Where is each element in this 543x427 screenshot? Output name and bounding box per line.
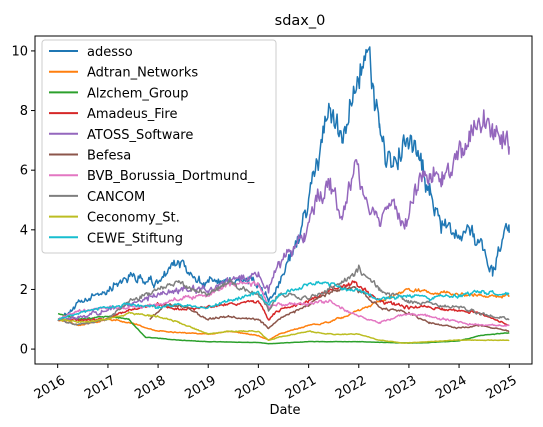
legend-label: Alzchem_Group (87, 86, 188, 101)
x-tick-label: 2024 (433, 373, 469, 403)
y-tick-label: 2 (20, 283, 28, 298)
y-tick-label: 8 (20, 104, 28, 119)
series-line (57, 109, 510, 321)
x-tick-label: 2021 (283, 373, 319, 403)
y-tick-label: 10 (11, 44, 28, 59)
y-tick-label: 6 (20, 164, 28, 179)
x-tick-label: 2018 (132, 373, 168, 403)
legend-label: Ceconomy_St. (87, 211, 180, 226)
legend-label: Amadeus_Fire (87, 107, 178, 122)
series-line (57, 46, 510, 322)
plot-frame (34, 35, 533, 365)
series-line (149, 285, 510, 333)
series-line (57, 312, 510, 345)
series-line (57, 280, 510, 327)
series-line (57, 311, 510, 344)
x-tick-label: 2020 (233, 373, 269, 403)
x-tick-label: 2023 (383, 373, 419, 403)
x-tick-label: 2025 (484, 373, 520, 403)
legend-label: Befesa (87, 149, 131, 164)
y-tick-label: 4 (20, 223, 28, 238)
series-line (57, 280, 510, 327)
x-tick-label: 2019 (182, 373, 218, 403)
chart-title: sdax_0 (275, 13, 326, 29)
legend-label: Adtran_Networks (87, 66, 198, 81)
series-lines (57, 46, 510, 345)
legend-label: ATOSS_Software (87, 128, 193, 143)
legend: adesso Adtran_Networks Alzchem_Group Amadeu… (41, 39, 277, 254)
y-tick-label: 0 (20, 343, 28, 358)
legend-label: adesso (87, 45, 133, 60)
x-tick-label: 2022 (333, 373, 369, 403)
x-tick-label: 2017 (82, 373, 118, 403)
legend-frame (41, 39, 277, 254)
x-axis-label: Date (269, 403, 300, 418)
legend-label: CEWE_Stiftung (87, 231, 183, 246)
legend-label: CANCOM (87, 190, 145, 205)
series-line (57, 287, 510, 341)
legend-label: BVB_Borussia_Dortmund_ (87, 169, 255, 184)
series-line (58, 280, 510, 321)
series-line (57, 264, 510, 326)
x-tick-label: 2016 (32, 373, 68, 403)
